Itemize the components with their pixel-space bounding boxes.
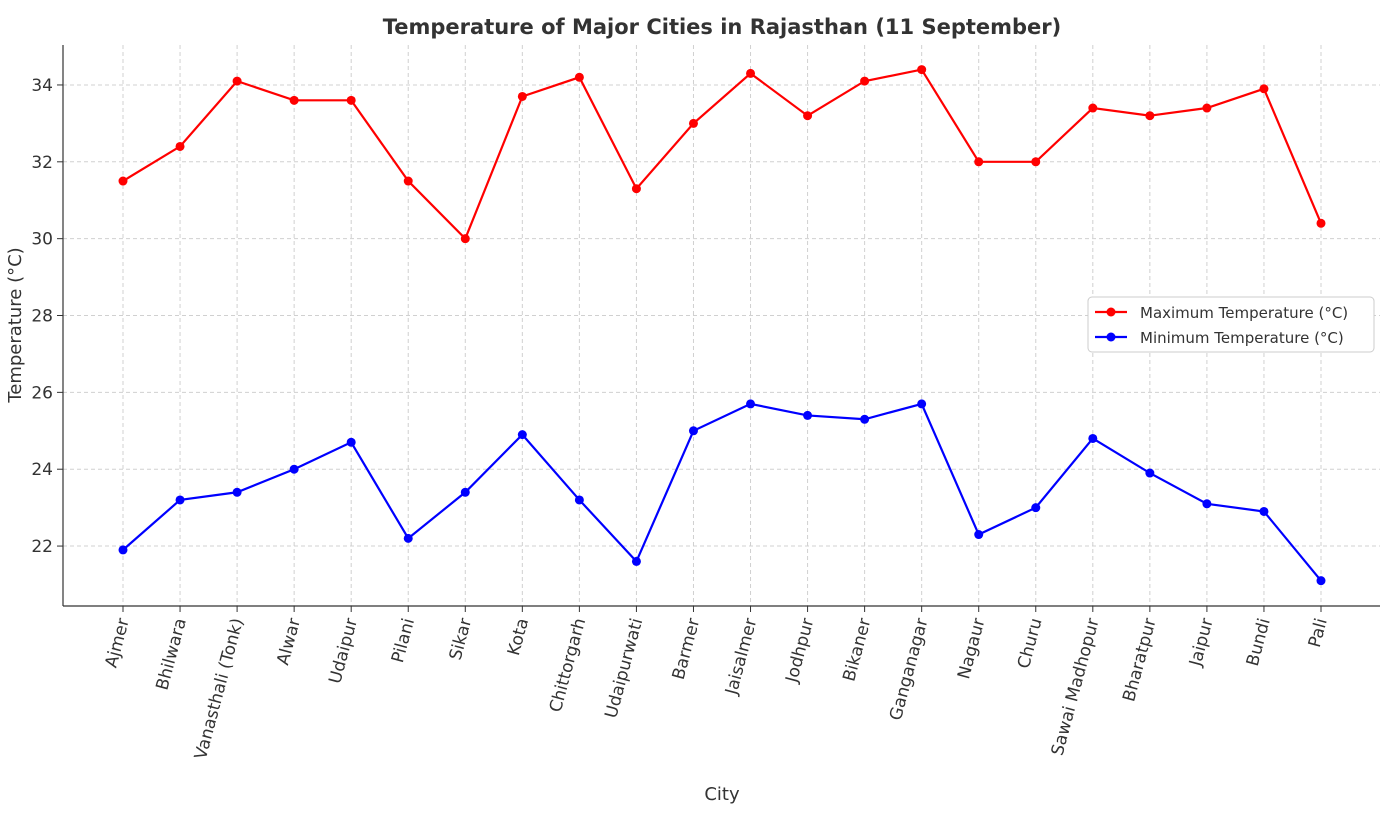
chart-title: Temperature of Major Cities in Rajasthan… bbox=[383, 15, 1062, 39]
data-point bbox=[232, 487, 242, 497]
legend-box bbox=[1087, 296, 1375, 353]
data-point bbox=[1145, 468, 1155, 478]
data-point bbox=[346, 437, 356, 447]
data-point bbox=[1031, 503, 1041, 513]
y-axis-label: Temperature (°C) bbox=[5, 247, 26, 403]
data-point bbox=[517, 430, 527, 440]
x-tick-label: Bhilwara bbox=[153, 616, 191, 692]
x-tick-label: Bharatpur bbox=[1119, 616, 1160, 704]
data-point bbox=[403, 533, 413, 543]
data-point bbox=[803, 111, 813, 121]
data-point bbox=[803, 410, 813, 420]
x-axis-label: City bbox=[704, 784, 740, 805]
legend-label: Maximum Temperature (°C) bbox=[1140, 304, 1348, 322]
data-point bbox=[688, 426, 698, 436]
data-point bbox=[1259, 506, 1269, 516]
data-point bbox=[746, 68, 756, 78]
data-point bbox=[631, 556, 641, 566]
x-tick-label: Nagaur bbox=[954, 616, 989, 681]
data-point bbox=[118, 545, 128, 555]
data-point bbox=[346, 95, 356, 105]
data-point bbox=[1088, 433, 1098, 443]
x-tick-label: Sawai Madhopur bbox=[1048, 616, 1104, 758]
data-point bbox=[517, 91, 527, 101]
data-point bbox=[631, 184, 641, 194]
data-point bbox=[175, 141, 185, 151]
x-tick-label: Bikaner bbox=[839, 616, 875, 684]
data-point bbox=[1202, 103, 1212, 113]
legend-marker bbox=[1106, 332, 1116, 342]
x-tick-label: Ajmer bbox=[101, 616, 133, 670]
y-tick-label: 28 bbox=[31, 307, 53, 327]
data-point bbox=[574, 72, 584, 82]
x-tick-label: Sikar bbox=[446, 616, 476, 662]
x-tick-label: Jaipur bbox=[1186, 616, 1218, 669]
x-tick-label: Kota bbox=[504, 616, 533, 658]
data-point bbox=[1259, 84, 1269, 94]
y-tick-label: 22 bbox=[31, 537, 53, 557]
x-tick-label: Pilani bbox=[388, 616, 419, 665]
x-tick-label: Pali bbox=[1305, 616, 1332, 650]
data-point bbox=[175, 495, 185, 505]
data-point bbox=[460, 234, 470, 244]
legend: Maximum Temperature (°C) Minimum Temperat… bbox=[1087, 296, 1375, 353]
data-point bbox=[860, 76, 870, 86]
data-point bbox=[917, 399, 927, 409]
data-point bbox=[460, 487, 470, 497]
series-line bbox=[122, 402, 1322, 582]
legend-marker bbox=[1106, 307, 1116, 317]
data-point bbox=[1316, 576, 1326, 586]
data-point bbox=[118, 176, 128, 186]
y-tick-label: 26 bbox=[31, 383, 53, 403]
series-max bbox=[118, 65, 1326, 244]
x-tick-label: Ganganagar bbox=[886, 616, 932, 723]
x-tick-label: Jaisalmer bbox=[722, 616, 762, 698]
y-tick-label: 30 bbox=[31, 230, 53, 250]
x-tick-label: Chittorgarh bbox=[546, 616, 590, 714]
data-point bbox=[860, 414, 870, 424]
x-tick-label: Jodhpur bbox=[782, 616, 819, 685]
legend-label: Minimum Temperature (°C) bbox=[1140, 329, 1344, 347]
data-point bbox=[289, 464, 299, 474]
series-line bbox=[122, 68, 1323, 241]
data-point bbox=[917, 65, 927, 75]
data-point bbox=[289, 95, 299, 105]
x-tick-label: Udaipur bbox=[325, 616, 362, 686]
data-point bbox=[1145, 111, 1155, 121]
y-tick-label: 24 bbox=[31, 460, 53, 480]
data-point bbox=[403, 176, 413, 186]
x-tick-label: Udaipurwati bbox=[601, 616, 647, 720]
data-point bbox=[1316, 218, 1326, 228]
data-point bbox=[1202, 499, 1212, 509]
data-point bbox=[688, 118, 698, 128]
data-point bbox=[1088, 103, 1098, 113]
x-tick-label: Vanasthali (Tonk) bbox=[191, 616, 248, 761]
data-point bbox=[746, 399, 756, 409]
x-tick-label: Alwar bbox=[273, 616, 305, 667]
x-tick-label: Bundi bbox=[1243, 616, 1275, 668]
data-point bbox=[974, 157, 984, 167]
x-tick-label: Barmer bbox=[669, 616, 705, 682]
y-tick-label: 32 bbox=[31, 153, 53, 173]
data-point bbox=[232, 76, 242, 86]
data-point bbox=[574, 495, 584, 505]
series-min bbox=[118, 399, 1326, 586]
y-tick-label: 34 bbox=[31, 76, 53, 96]
data-point bbox=[1031, 157, 1041, 167]
data-point bbox=[974, 530, 984, 540]
x-tick-label: Churu bbox=[1014, 616, 1047, 671]
